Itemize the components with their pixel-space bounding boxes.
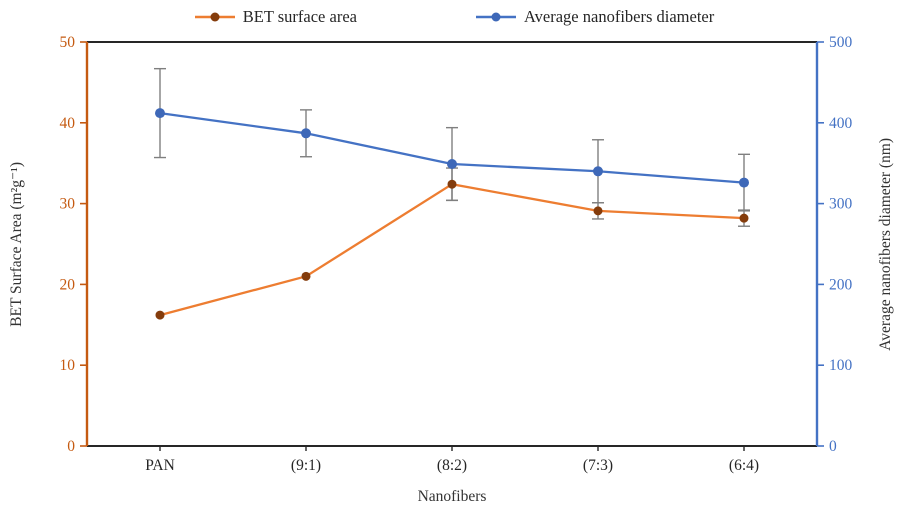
legend-entry-bet-surface-area: BET surface area <box>194 7 357 27</box>
legend-label-diameter: Average nanofibers diameter <box>523 7 715 26</box>
x-axis-tick-label: PAN <box>145 457 175 474</box>
left-axis-title-text: BET Surface Area (m²g⁻¹) <box>8 161 25 327</box>
right-axis-tick-label: 300 <box>829 196 853 213</box>
data-point-left <box>447 179 457 189</box>
left-axis-tick-label: 50 <box>60 34 76 51</box>
legend-marker-bet-icon <box>194 12 235 22</box>
right-axis-tick-label: 400 <box>829 115 853 132</box>
x-axis-title: Nanofibers <box>417 488 487 505</box>
left-axis-tick-label: 20 <box>60 276 76 293</box>
data-point-right <box>447 159 457 170</box>
data-point-right <box>739 177 749 188</box>
data-point-right <box>593 166 603 177</box>
left-axis-title: BET Surface Area (m²g⁻¹) <box>4 42 30 446</box>
data-point-left <box>301 271 311 281</box>
left-axis-tick-label: 0 <box>67 438 75 455</box>
left-axis-tick-label: 40 <box>60 115 76 132</box>
x-axis-tick-label: (6:4) <box>729 457 759 474</box>
legend-entry-avg-diameter: Average nanofibers diameter <box>475 7 714 27</box>
right-axis-title-text: Average nanofibers diameter (nm) <box>877 137 894 351</box>
left-axis-tick-label: 30 <box>60 196 76 213</box>
left-axis-tick-label: 10 <box>60 357 76 374</box>
data-point-right <box>301 128 311 139</box>
legend-marker-diameter-icon <box>475 12 516 22</box>
data-point-left <box>739 213 749 223</box>
data-point-right <box>155 108 165 119</box>
data-point-left <box>155 310 165 320</box>
right-axis-tick-label: 100 <box>829 357 853 374</box>
right-axis-tick-label: 200 <box>829 276 853 293</box>
legend-label-bet: BET surface area <box>242 7 357 26</box>
right-axis-tick-label: 500 <box>829 34 853 51</box>
series-line-left <box>159 182 745 317</box>
x-axis-tick-label: (8:2) <box>437 457 467 474</box>
data-point-left <box>593 206 603 216</box>
right-axis-tick-label: 0 <box>829 438 837 455</box>
right-axis-title: Average nanofibers diameter (nm) <box>872 42 900 446</box>
x-axis-tick-label: (9:1) <box>291 457 321 474</box>
x-axis-tick-label: (7:3) <box>583 457 613 474</box>
chart-legend: BET surface area Average nanofibers diam… <box>0 5 908 29</box>
